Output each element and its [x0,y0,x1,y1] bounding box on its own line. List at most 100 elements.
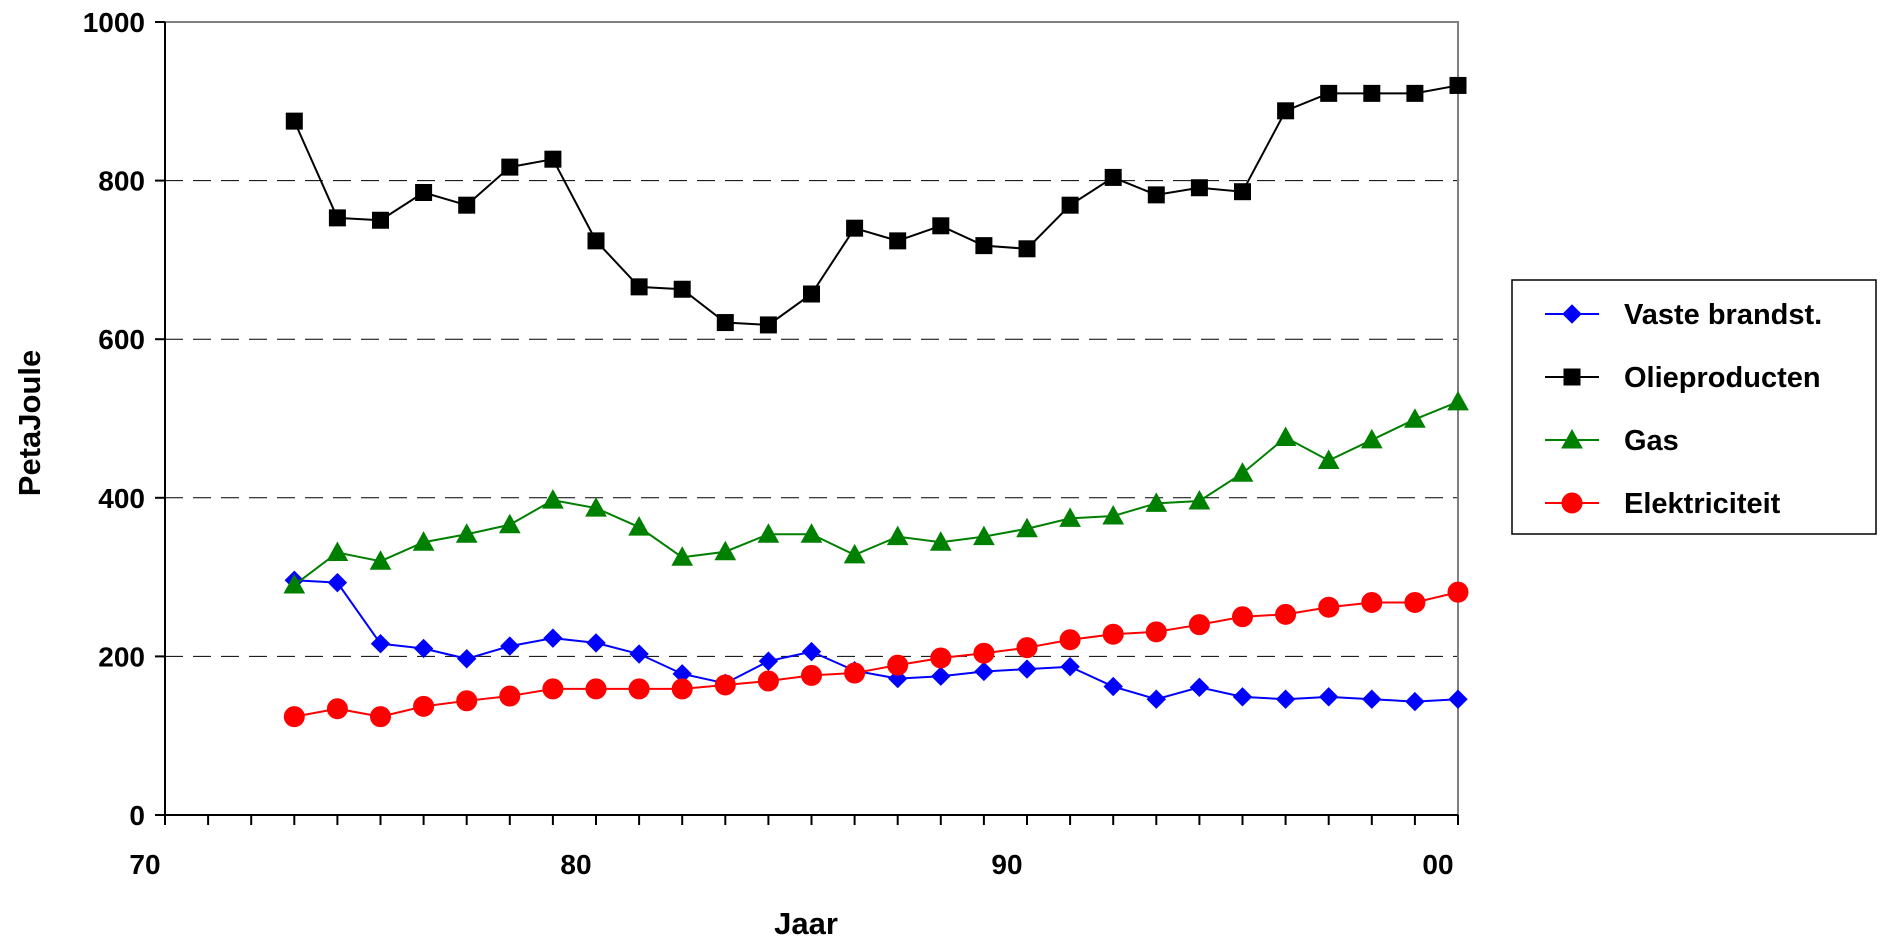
data-point [801,641,822,662]
data-point [370,706,391,728]
data-point [929,531,952,551]
data-point [1447,581,1469,603]
data-point [800,523,823,543]
data-point [1360,428,1383,449]
data-point [629,644,649,664]
data-point [326,541,349,562]
data-point [931,666,951,686]
data-point [1147,186,1165,204]
y-tick-label: 600 [98,324,145,355]
data-point [844,662,866,684]
data-point [1447,390,1469,411]
x-tick-label: 80 [560,849,591,880]
data-point [628,516,650,536]
series-line [293,84,1459,326]
data-point [455,523,478,543]
data-point [974,661,994,682]
y-tick-label: 1000 [83,7,145,38]
x-tick-label: 90 [991,849,1022,880]
data-point [973,642,995,664]
data-point [369,550,392,570]
data-point [1146,689,1167,709]
data-point [499,685,521,707]
data-point [1405,691,1425,712]
legend-label: Olieproducten [1624,362,1821,394]
data-point [1016,637,1038,659]
data-point [930,647,952,669]
data-point [370,634,391,654]
data-point [326,698,348,720]
data-point [1231,462,1254,482]
plot-area-border [164,21,1459,816]
data-point [328,209,346,227]
legend-label: Elektriciteit [1624,488,1781,520]
x-tick-label: 70 [129,849,160,880]
x-tick-labels: 70 80 90 00 [129,849,1453,880]
data-point [886,525,909,546]
axes [155,21,1459,825]
data-point [1059,629,1081,651]
data-point [803,285,820,303]
data-point [586,633,606,653]
data-point [1404,408,1426,428]
data-point [415,183,433,201]
data-point [1059,507,1081,527]
legend-label: Vaste brandst. [1624,299,1822,331]
data-point [759,316,777,334]
data-point [1363,84,1381,102]
data-point [501,158,519,176]
data-point [1060,657,1080,677]
data-point [1317,449,1340,470]
data-point [889,232,907,250]
x-tick-label: 00 [1422,849,1453,880]
y-axis-title: PetaJoule [12,350,47,496]
data-point [1232,687,1253,707]
data-point [714,540,737,561]
data-point [456,690,478,712]
series-line [294,591,1459,718]
data-point [973,525,995,546]
data-point [801,664,822,686]
y-tick-label: 200 [98,641,145,672]
data-point [585,497,607,517]
data-point [843,543,866,564]
data-point [758,651,779,671]
data-point [1189,677,1210,698]
data-point [673,280,691,298]
legend-label: Gas [1624,425,1679,457]
data-point [413,638,434,659]
data-point [671,678,693,700]
data-point [671,546,694,566]
data-point [585,678,607,700]
data-point [1145,621,1167,643]
data-point [544,150,562,168]
data-point [1277,102,1295,120]
series-line [293,400,1459,586]
data-point [412,531,435,551]
series-vaste-brandst [284,570,1468,712]
data-point [1016,517,1038,538]
data-point [1404,591,1426,613]
data-point [372,211,389,229]
data-point [1362,689,1382,709]
data-point [542,489,564,509]
x-axis-title: Jaar [774,906,838,940]
data-point [1449,76,1467,94]
data-point [628,678,650,700]
legend-item: Olieproducten [1545,362,1821,394]
data-point [1448,689,1468,709]
data-point [1275,689,1296,709]
data-point [1102,505,1125,525]
data-point [327,572,348,593]
legend: Vaste brandst. Olieproducten Gas Elektricit… [1511,279,1877,535]
data-point [714,674,736,696]
data-point [1406,84,1424,102]
data-point [1274,426,1297,447]
y-tick-label: 0 [129,800,145,831]
legend-item: Gas [1545,425,1679,457]
data-point [1018,240,1036,258]
legend-marker [1562,304,1582,324]
series-layer [283,76,1469,728]
data-point [1017,659,1037,679]
